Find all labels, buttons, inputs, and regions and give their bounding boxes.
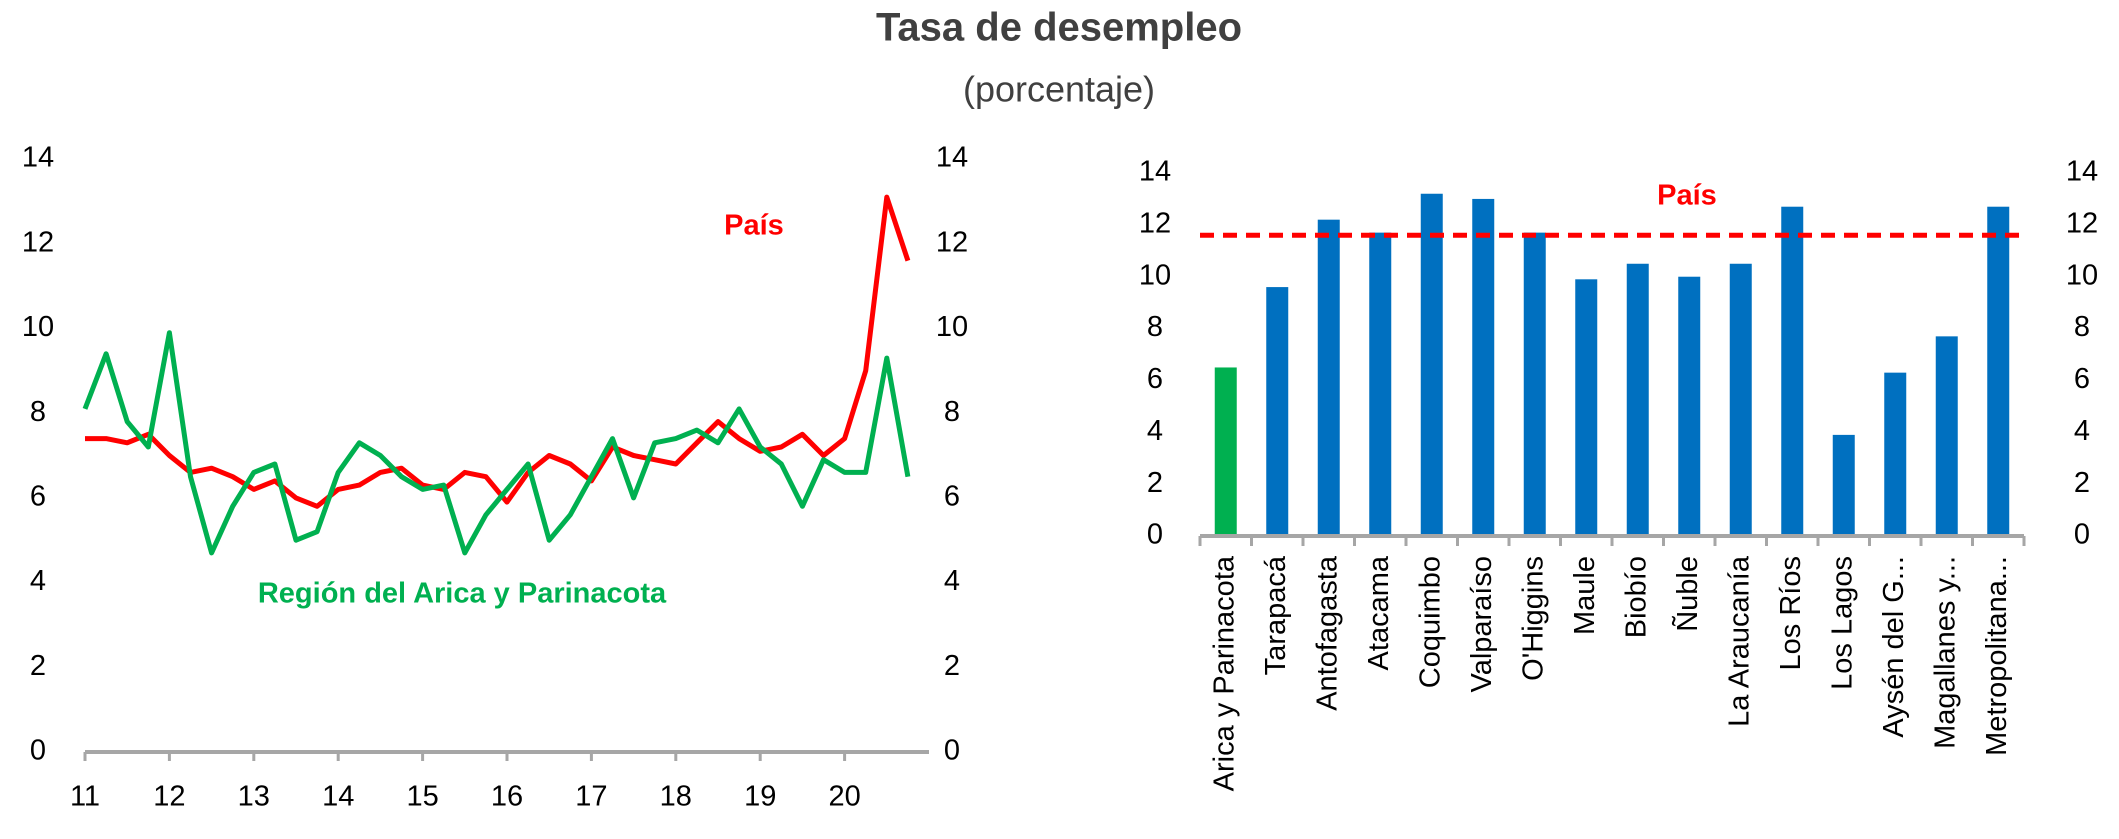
y-tick-label: 10 bbox=[1139, 259, 1171, 291]
y-tick-label: 2 bbox=[2074, 467, 2090, 499]
bar bbox=[1884, 372, 1907, 536]
x-tick-label: 18 bbox=[660, 781, 692, 813]
y-tick-label: 14 bbox=[2066, 156, 2098, 188]
x-tick-label: Los Lagos bbox=[1826, 556, 1858, 690]
bar bbox=[1369, 232, 1392, 536]
x-tick-label: 12 bbox=[153, 781, 185, 813]
y-tick-label: 2 bbox=[30, 650, 46, 682]
y-tick-label: 4 bbox=[944, 565, 960, 597]
x-tick-label: Atacama bbox=[1363, 555, 1395, 670]
y-tick-label: 6 bbox=[2074, 363, 2090, 395]
series-line bbox=[85, 194, 911, 509]
y-tick-label: 6 bbox=[1147, 363, 1163, 395]
y-tick-label: 12 bbox=[2066, 208, 2098, 240]
y-tick-label: 0 bbox=[2074, 519, 2090, 551]
y-tick-label: 6 bbox=[944, 481, 960, 513]
bar bbox=[1317, 219, 1340, 536]
x-tick-label: Arica y Parinacota bbox=[1208, 555, 1240, 791]
y-tick-label: 10 bbox=[22, 311, 54, 343]
x-tick-label: Valparaíso bbox=[1466, 556, 1498, 693]
bar bbox=[1781, 206, 1804, 536]
bar bbox=[1214, 367, 1237, 536]
x-tick-label: 15 bbox=[406, 781, 438, 813]
chart-title: Tasa de desempleo bbox=[876, 6, 1242, 50]
y-tick-label: 4 bbox=[1147, 415, 1163, 447]
y-tick-label: 8 bbox=[1147, 311, 1163, 343]
bar bbox=[1472, 198, 1495, 536]
x-tick-label: Coquimbo bbox=[1414, 556, 1446, 688]
x-tick-label: 13 bbox=[238, 781, 270, 813]
x-tick-label: 11 bbox=[70, 781, 100, 813]
y-tick-label: 10 bbox=[936, 311, 968, 343]
x-tick-label: 16 bbox=[491, 781, 523, 813]
x-tick-label: Biobío bbox=[1620, 556, 1652, 638]
y-tick-label: 4 bbox=[30, 565, 46, 597]
x-tick-label: La Araucanía bbox=[1723, 555, 1755, 727]
bar bbox=[1987, 206, 2010, 536]
x-tick-label: Maule bbox=[1569, 556, 1601, 635]
y-tick-label: 4 bbox=[2074, 415, 2090, 447]
bar bbox=[1523, 232, 1546, 536]
y-tick-label: 0 bbox=[944, 735, 960, 767]
x-tick-label: 20 bbox=[828, 781, 860, 813]
series-label: País bbox=[724, 210, 784, 242]
bar bbox=[1626, 263, 1649, 536]
y-tick-label: 14 bbox=[22, 142, 54, 174]
chart-subtitle: (porcentaje) bbox=[963, 69, 1155, 110]
y-tick-label: 2 bbox=[944, 650, 960, 682]
y-tick-label: 0 bbox=[1147, 519, 1163, 551]
y-tick-label: 12 bbox=[936, 226, 968, 258]
x-tick-label: Tarapacá bbox=[1260, 555, 1292, 675]
x-tick-label: O'Higgins bbox=[1517, 556, 1549, 681]
y-tick-label: 2 bbox=[1147, 467, 1163, 499]
x-tick-label: 14 bbox=[322, 781, 354, 813]
y-tick-label: 14 bbox=[1139, 156, 1171, 188]
x-tick-label: Magallanes y... bbox=[1929, 556, 1961, 749]
bar bbox=[1420, 193, 1443, 536]
x-tick-label: Aysén del G... bbox=[1878, 556, 1910, 738]
x-tick-label: Ñuble bbox=[1670, 556, 1704, 632]
series-line bbox=[82, 330, 911, 556]
series-label: Región del Arica y Parinacota bbox=[258, 578, 667, 610]
y-tick-label: 14 bbox=[936, 142, 968, 174]
y-tick-label: 0 bbox=[30, 735, 46, 767]
bar bbox=[1729, 263, 1752, 536]
bar bbox=[1266, 287, 1289, 536]
y-tick-label: 8 bbox=[2074, 311, 2090, 343]
x-tick-label: 17 bbox=[575, 781, 607, 813]
bar bbox=[1935, 336, 1958, 536]
reference-label: País bbox=[1657, 180, 1717, 212]
y-tick-label: 8 bbox=[944, 396, 960, 428]
bar bbox=[1678, 276, 1701, 536]
x-tick-label: Los Ríos bbox=[1775, 556, 1807, 670]
x-tick-label: Antofagasta bbox=[1311, 555, 1343, 711]
x-tick-label: Metropolitana... bbox=[1981, 556, 2013, 756]
y-tick-label: 6 bbox=[30, 481, 46, 513]
y-tick-label: 8 bbox=[30, 396, 46, 428]
y-tick-label: 10 bbox=[2066, 259, 2098, 291]
bar bbox=[1575, 279, 1598, 536]
y-tick-label: 12 bbox=[1139, 208, 1171, 240]
x-tick-label: 19 bbox=[744, 781, 776, 813]
y-tick-label: 12 bbox=[22, 226, 54, 258]
bar bbox=[1832, 434, 1855, 536]
